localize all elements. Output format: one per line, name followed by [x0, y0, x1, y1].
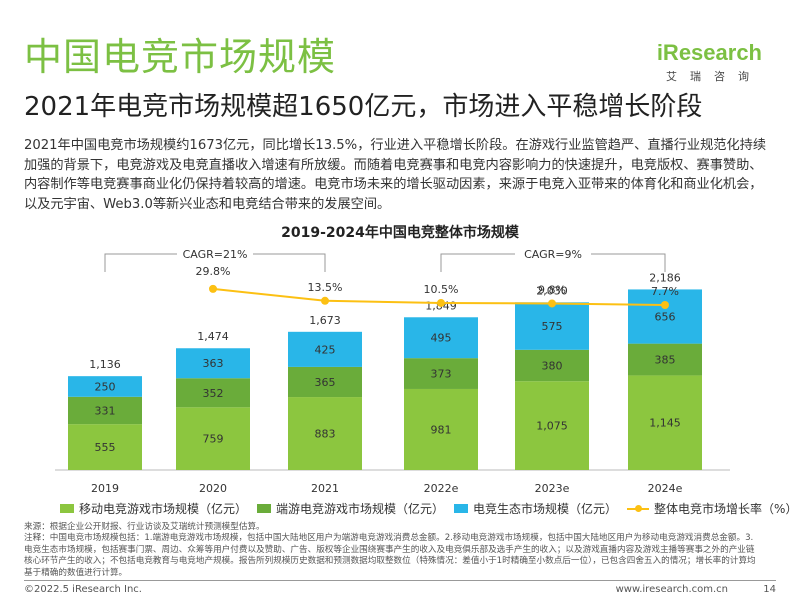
bar-value-label-0-2020: 759: [203, 433, 224, 446]
bar-value-label-0-2024e: 1,145: [649, 417, 681, 430]
bar-segment-0-2024e: [628, 375, 702, 470]
legend-swatch-ecosystem: [454, 504, 469, 513]
bar-total-label-2020: 1,474: [197, 330, 229, 343]
x-tick-label-2021: 2021: [311, 482, 339, 495]
bar-value-label-2-2020: 363: [203, 357, 224, 370]
bar-segment-1-2022e: [404, 358, 478, 389]
bar-segment-0-2019: [68, 424, 142, 470]
iresearch-logo: iResearch 艾瑞咨询: [657, 40, 762, 84]
growth-label-2020: 29.8%: [196, 265, 231, 278]
page-subtitle: 2021年电竞市场规模超1650亿元，市场进入平稳增长阶段: [24, 92, 703, 122]
bar-value-label-2-2023e: 575: [542, 320, 563, 333]
bar-value-label-2-2024e: 656: [655, 311, 676, 324]
legend-swatch-mobile: [60, 504, 74, 513]
legend-item-growth: 整体电竞市场增长率（%）: [627, 500, 797, 517]
legend-label-ecosystem: 电竞生态市场规模（亿元）: [473, 502, 618, 516]
bar-segment-0-2021: [288, 397, 362, 470]
cagr-bracket-left-1: [440, 253, 515, 272]
x-tick-label-2019: 2019: [91, 482, 119, 495]
intro-paragraph: 2021年中国电竞市场规模约1673亿元，同比增长13.5%，行业进入平稳增长阶…: [24, 138, 767, 212]
bar-segment-1-2021: [288, 366, 362, 398]
growth-label-2024e: 7.7%: [651, 285, 679, 298]
bar-value-label-1-2022e: 373: [431, 368, 452, 381]
cagr-bracket-left-0: [104, 253, 177, 272]
bar-value-label-0-2023e: 1,075: [536, 420, 568, 433]
page-title: 中国电竞市场规模: [24, 35, 337, 79]
cagr-label-0: CAGR=21%: [183, 248, 248, 261]
x-tick-label-2023e: 2023e: [535, 482, 570, 495]
bar-value-label-0-2019: 555: [95, 441, 116, 454]
bar-total-label-2019: 1,136: [89, 358, 121, 371]
bar-value-label-2-2022e: 495: [431, 332, 452, 345]
x-tick-label-2024e: 2024e: [648, 482, 683, 495]
legend-swatch-pc: [257, 504, 272, 513]
growth-point-2020: [209, 284, 217, 293]
growth-label-2022e: 10.5%: [424, 283, 459, 296]
bar-value-label-1-2024e: 385: [655, 354, 676, 367]
copyright: ©2022.5 iResearch Inc.: [24, 584, 142, 595]
legend-item-pc: 端游电竞游戏市场规模（亿元）: [257, 500, 444, 517]
bar-total-label-2024e: 2,186: [649, 271, 681, 284]
bar-value-label-2-2019: 250: [95, 380, 116, 393]
footer-divider: [24, 580, 776, 581]
cagr-label-1: CAGR=9%: [524, 248, 582, 261]
bar-segment-1-2020: [176, 378, 250, 408]
bar-segment-2-2021: [288, 331, 362, 367]
bar-segment-2-2022e: [404, 317, 478, 359]
bar-value-label-1-2023e: 380: [542, 360, 563, 373]
website-url: www.iresearch.com.cn: [615, 584, 728, 595]
bar-segment-2-2023e: [515, 302, 589, 350]
x-tick-label-2020: 2020: [199, 482, 227, 495]
bar-total-label-2021: 1,673: [309, 314, 341, 327]
x-tick-label-2022e: 2022e: [424, 482, 459, 495]
bar-segment-0-2023e: [515, 381, 589, 470]
growth-label-2023e: 9.8%: [538, 283, 566, 296]
footnote: 来源：根据企业公开财报、行业访谈及艾瑞统计预测模型估算。 注释：中国电竞市场规模…: [24, 522, 756, 578]
growth-point-2023e: [548, 299, 556, 308]
bar-segment-2-2020: [176, 348, 250, 379]
legend-label-mobile: 移动电竞游戏市场规模（亿元）: [79, 502, 248, 516]
bar-segment-1-2019: [68, 396, 142, 425]
bar-value-label-2-2021: 425: [315, 343, 336, 356]
bar-segment-2-2019: [68, 376, 142, 397]
bar-total-label-2023e: 2,030: [536, 284, 568, 297]
legend-label-pc: 端游电竞游戏市场规模（亿元）: [276, 502, 445, 516]
bar-segment-0-2020: [176, 407, 250, 470]
bar-segment-0-2022e: [404, 388, 478, 470]
growth-point-2022e: [437, 298, 445, 307]
logo-subtitle: 艾瑞咨询: [666, 70, 762, 83]
logo-brand: iResearch: [656, 40, 762, 65]
growth-label-2021: 13.5%: [308, 281, 343, 294]
growth-point-2024e: [661, 301, 669, 309]
chart-legend: 移动电竞游戏市场规模（亿元） 端游电竞游戏市场规模（亿元） 电竞生态市场规模（亿…: [60, 500, 797, 517]
legend-swatch-growth: [627, 504, 650, 513]
bar-segment-2-2024e: [628, 289, 702, 344]
bar-value-label-0-2022e: 981: [431, 423, 452, 436]
bar-value-label-1-2020: 352: [203, 387, 224, 400]
bar-segment-1-2024e: [628, 343, 702, 376]
bar-value-label-1-2021: 365: [315, 376, 336, 389]
legend-label-growth: 整体电竞市场增长率（%）: [654, 502, 798, 516]
legend-item-mobile: 移动电竞游戏市场规模（亿元）: [60, 500, 247, 517]
growth-point-2021: [321, 296, 329, 305]
chart-title: 2019-2024年中国电竞整体市场规模: [281, 225, 519, 241]
legend-item-ecosystem: 电竞生态市场规模（亿元）: [454, 500, 617, 517]
bar-segment-1-2023e: [515, 349, 589, 382]
cagr-bracket-right-0: [253, 253, 326, 272]
bar-value-label-1-2019: 331: [95, 404, 116, 417]
bar-value-label-0-2021: 883: [315, 428, 336, 441]
cagr-bracket-right-1: [591, 253, 666, 272]
page-number: 14: [763, 584, 776, 595]
